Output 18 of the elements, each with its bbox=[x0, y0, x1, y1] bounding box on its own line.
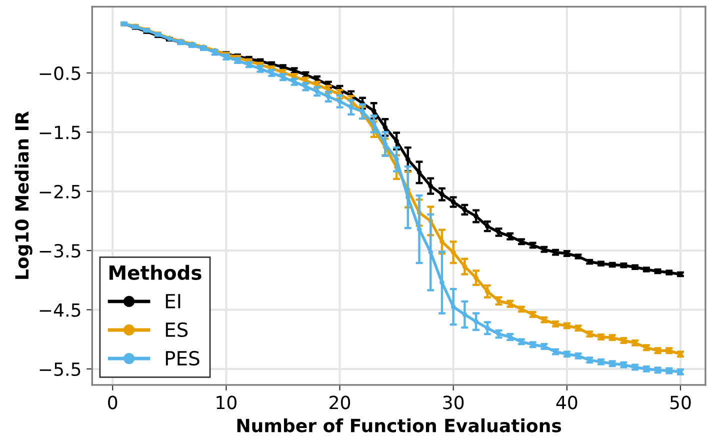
x-tick-label: 50 bbox=[670, 396, 691, 410]
y-tick-label: −5.5 bbox=[40, 362, 80, 376]
x-tick-label: 0 bbox=[108, 396, 118, 410]
y-tick-label: −3.5 bbox=[40, 244, 80, 258]
legend-title: Methods bbox=[110, 264, 202, 280]
y-axis-title: Log10 Median IR bbox=[14, 111, 32, 279]
x-tick-label: 40 bbox=[556, 396, 578, 410]
y-tick-label: −2.5 bbox=[40, 184, 80, 198]
y-tick-label: −0.5 bbox=[40, 66, 80, 80]
legend-label: PES bbox=[166, 350, 200, 366]
legend-label: EI bbox=[166, 294, 180, 308]
x-tick-label: 20 bbox=[330, 396, 350, 410]
y-tick-label: −4.5 bbox=[40, 303, 80, 317]
x-tick-label: 30 bbox=[443, 396, 464, 410]
y-tick-label: −1.5 bbox=[40, 126, 80, 140]
x-axis-title: Number of Function Evaluations bbox=[237, 418, 562, 432]
legend-label: ES bbox=[166, 322, 188, 338]
x-tick-label: 10 bbox=[216, 396, 236, 410]
